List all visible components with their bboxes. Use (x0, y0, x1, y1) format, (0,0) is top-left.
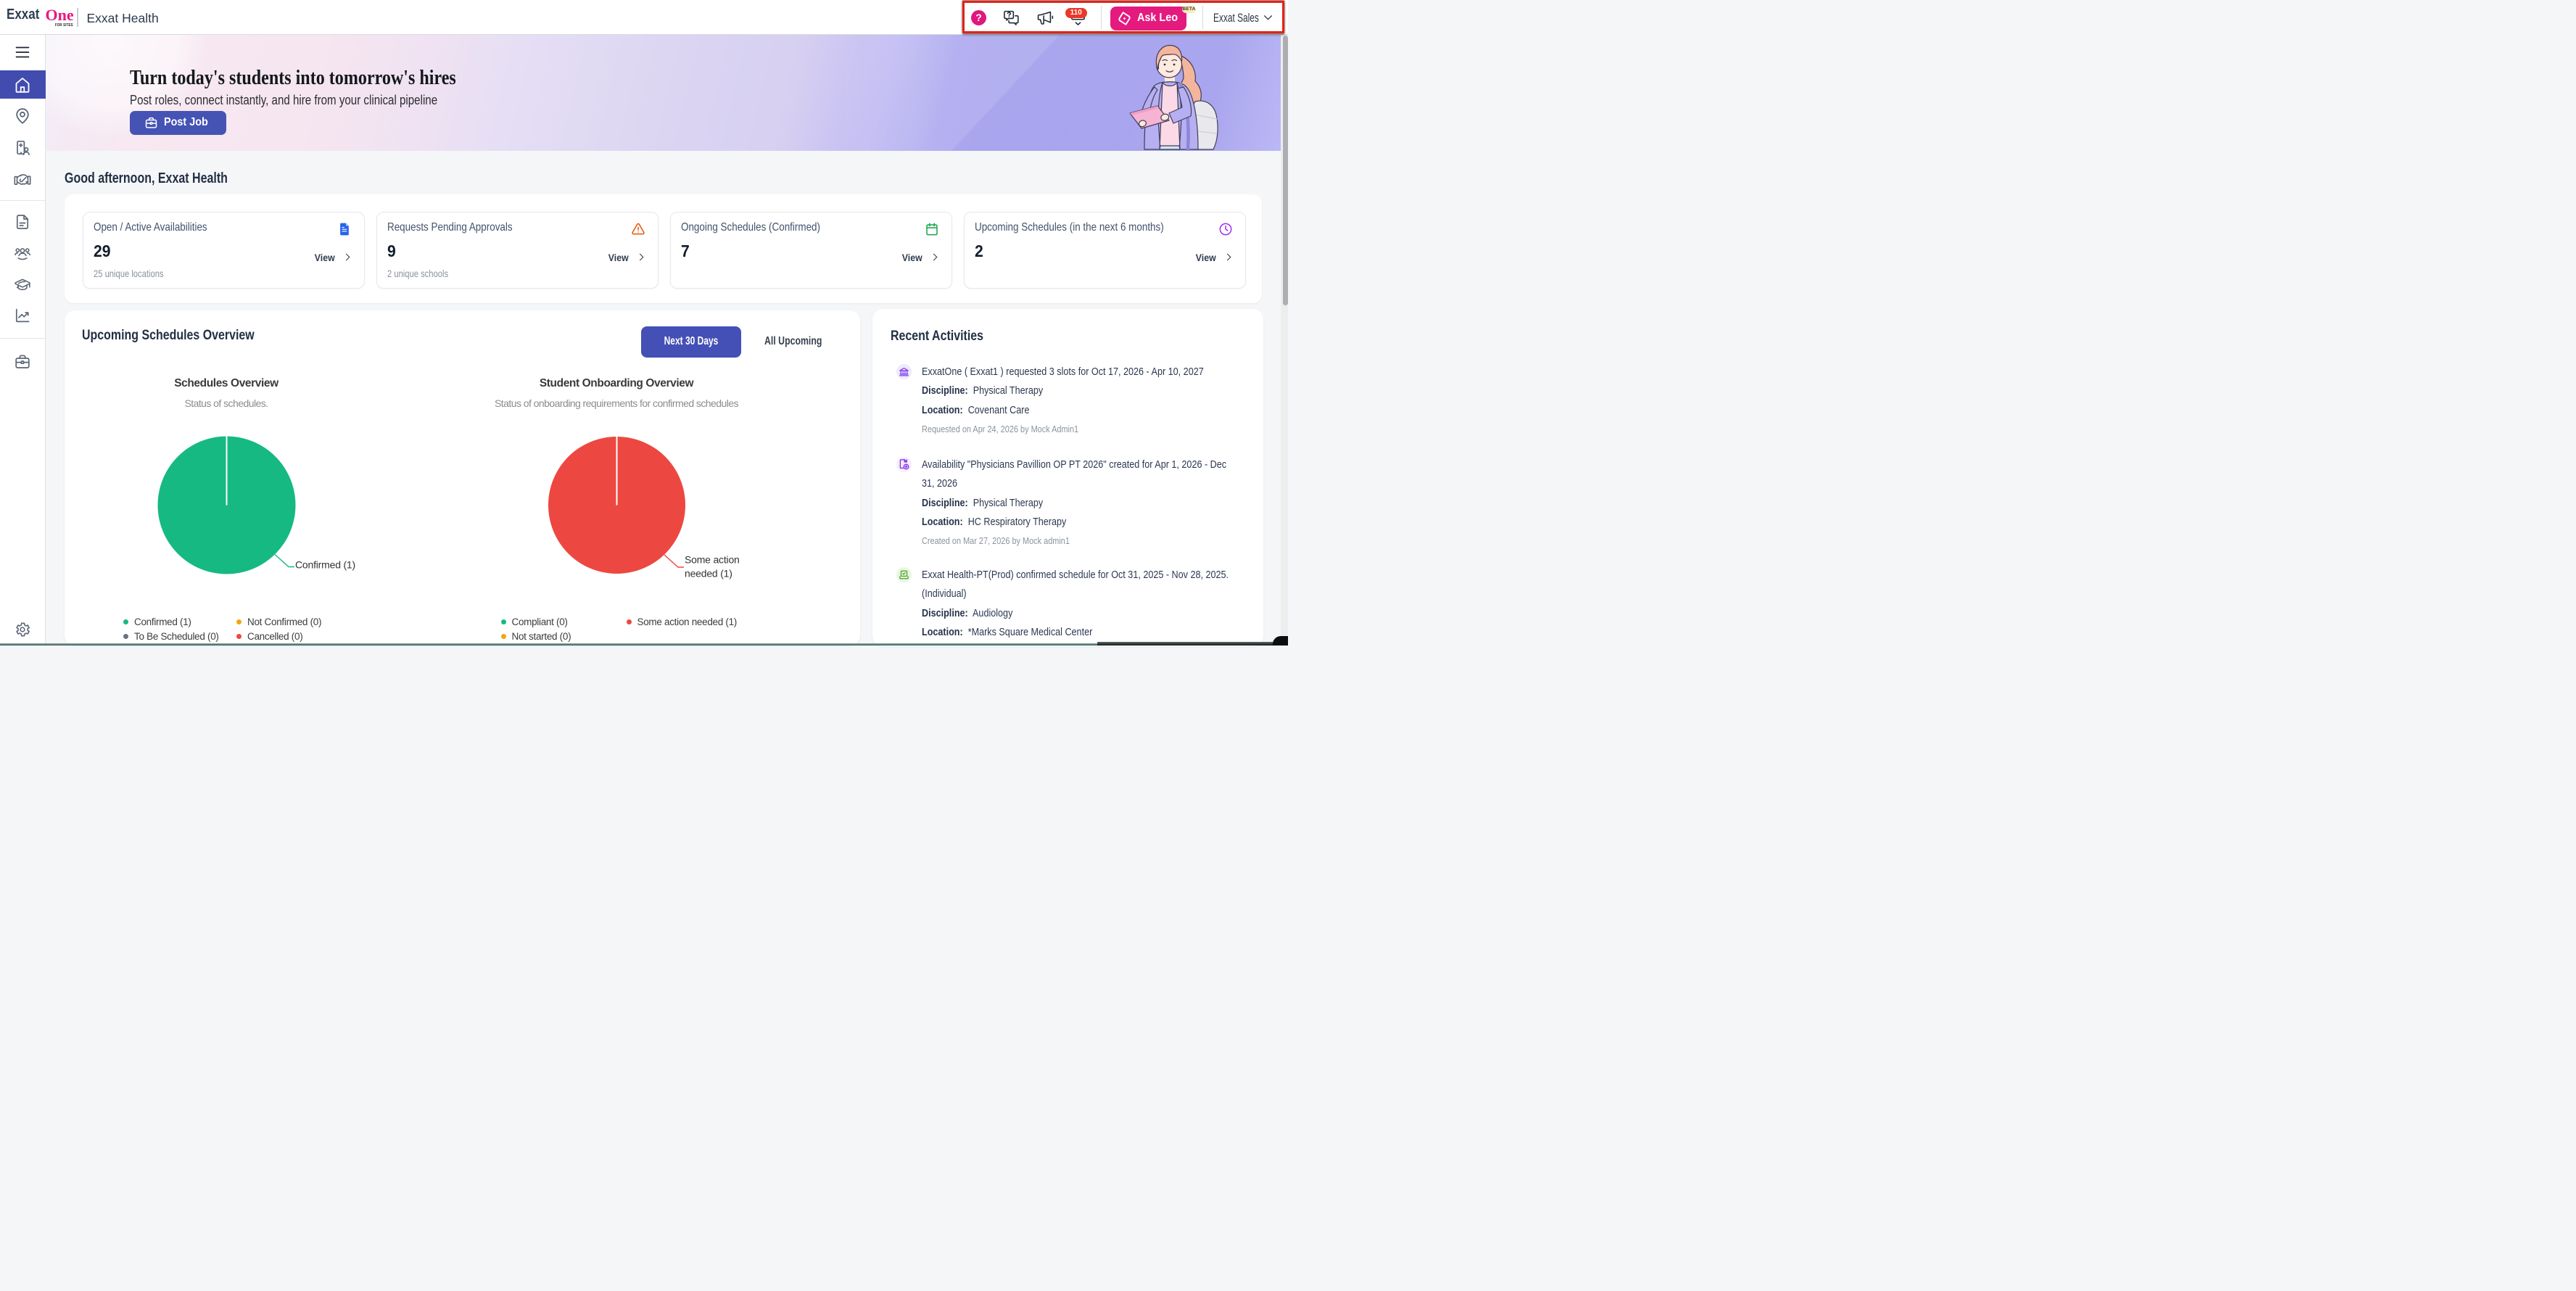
svg-text:Confirmed (1): Confirmed (1) (295, 558, 355, 570)
svg-text:Some action: Some action (685, 553, 740, 565)
svg-text:needed (1): needed (1) (685, 567, 732, 579)
